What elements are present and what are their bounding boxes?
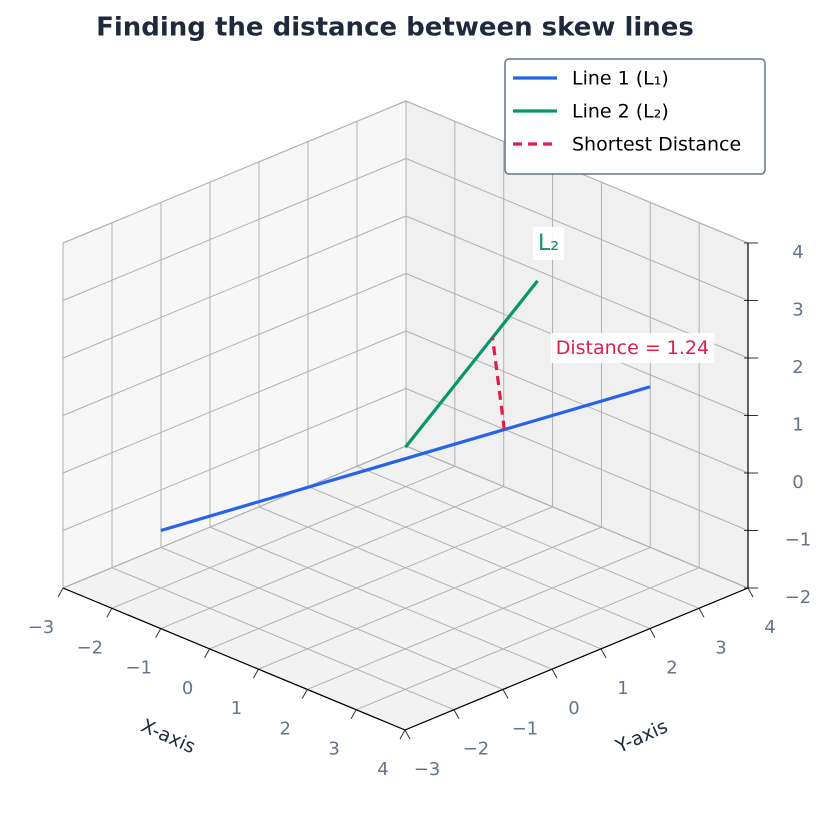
y-tick-mark bbox=[649, 628, 656, 638]
grid-line bbox=[62, 445, 407, 589]
annotation-text: L₂ bbox=[538, 231, 559, 256]
x-axis-label: X-axis bbox=[138, 715, 199, 758]
z-tick-label: 3 bbox=[792, 300, 803, 321]
grid-line bbox=[111, 567, 455, 711]
grid-line bbox=[405, 158, 749, 301]
z-tick-label: −2 bbox=[785, 587, 812, 608]
data-line bbox=[404, 279, 539, 449]
x-tick-label: 0 bbox=[182, 678, 193, 699]
y-tick-mark bbox=[698, 608, 705, 618]
y-tick-label: 3 bbox=[715, 637, 726, 658]
y-tick-label: −3 bbox=[414, 759, 441, 780]
y-tick-label: −2 bbox=[463, 739, 490, 760]
grid-line bbox=[62, 100, 407, 244]
grid-line bbox=[258, 526, 602, 670]
y-tick-label: −1 bbox=[512, 718, 539, 739]
x-tick-mark bbox=[57, 587, 64, 598]
y-tick-label: 1 bbox=[617, 678, 628, 699]
x-tick-label: 1 bbox=[231, 698, 242, 719]
z-tick-label: 0 bbox=[792, 472, 803, 493]
x-axis-line bbox=[62, 587, 406, 731]
annotation: L₂ bbox=[532, 226, 565, 260]
x-tick-mark bbox=[350, 709, 357, 719]
y-tick-mark bbox=[600, 648, 607, 659]
z-tick-label: 4 bbox=[792, 242, 803, 263]
grid-line bbox=[356, 465, 700, 609]
y-tick-label: 2 bbox=[666, 658, 677, 679]
grid-line bbox=[307, 546, 651, 690]
x-tick-mark bbox=[399, 729, 406, 740]
y-tick-mark bbox=[453, 709, 460, 719]
grid-line bbox=[209, 506, 553, 650]
grid-line bbox=[405, 330, 749, 474]
grid-line bbox=[62, 158, 407, 301]
legend-label: Line 1 (L₁) bbox=[572, 68, 669, 90]
grid-line bbox=[62, 215, 407, 359]
y-tick-mark bbox=[551, 668, 558, 679]
y-tick-mark bbox=[747, 587, 754, 598]
x-tick-label: 3 bbox=[328, 739, 339, 760]
y-axis-label: Y-axis bbox=[612, 715, 671, 758]
x-tick-mark bbox=[204, 648, 211, 659]
annotation-box bbox=[532, 226, 565, 260]
annotation-box bbox=[550, 333, 715, 364]
y-tick-mark bbox=[404, 729, 411, 740]
x-tick-mark bbox=[252, 668, 259, 679]
y-tick-label: 0 bbox=[568, 698, 579, 719]
grid-line bbox=[62, 273, 407, 416]
z-tick-label: −1 bbox=[785, 530, 812, 551]
x-tick-label: 2 bbox=[280, 718, 291, 739]
y-tick-mark bbox=[502, 689, 509, 699]
grid-line bbox=[405, 445, 749, 589]
annotation-text: Distance = 1.24 bbox=[556, 337, 709, 359]
grid-line bbox=[405, 388, 749, 531]
x-tick-mark bbox=[106, 608, 113, 618]
x-tick-label: −3 bbox=[28, 617, 55, 638]
data-line bbox=[490, 337, 506, 430]
legend-label: Line 2 (L₂) bbox=[572, 101, 669, 123]
y-tick-label: 4 bbox=[764, 617, 775, 638]
grid-line bbox=[355, 567, 700, 711]
grid-line bbox=[258, 506, 602, 650]
x-tick-mark bbox=[301, 689, 308, 699]
x-tick-label: 4 bbox=[377, 759, 388, 780]
legend-label: Shortest Distance bbox=[572, 134, 741, 156]
x-tick-label: −1 bbox=[125, 658, 152, 679]
chart-title: Finding the distance between skew lines bbox=[96, 13, 694, 43]
grid-line bbox=[209, 526, 553, 670]
grid-line bbox=[111, 465, 456, 609]
z-tick-label: 1 bbox=[792, 415, 803, 436]
grid-line bbox=[307, 486, 651, 630]
x-tick-label: −2 bbox=[77, 637, 104, 658]
annotation: Distance = 1.24 bbox=[550, 333, 715, 364]
y-axis-line bbox=[404, 587, 749, 731]
grid-line bbox=[62, 388, 407, 531]
grid-line bbox=[160, 486, 504, 630]
z-tick-label: 2 bbox=[792, 357, 803, 378]
data-line bbox=[160, 385, 651, 533]
legend-box bbox=[504, 58, 766, 175]
grid-line bbox=[62, 330, 407, 474]
grid-line bbox=[160, 546, 504, 690]
x-tick-mark bbox=[155, 628, 162, 638]
